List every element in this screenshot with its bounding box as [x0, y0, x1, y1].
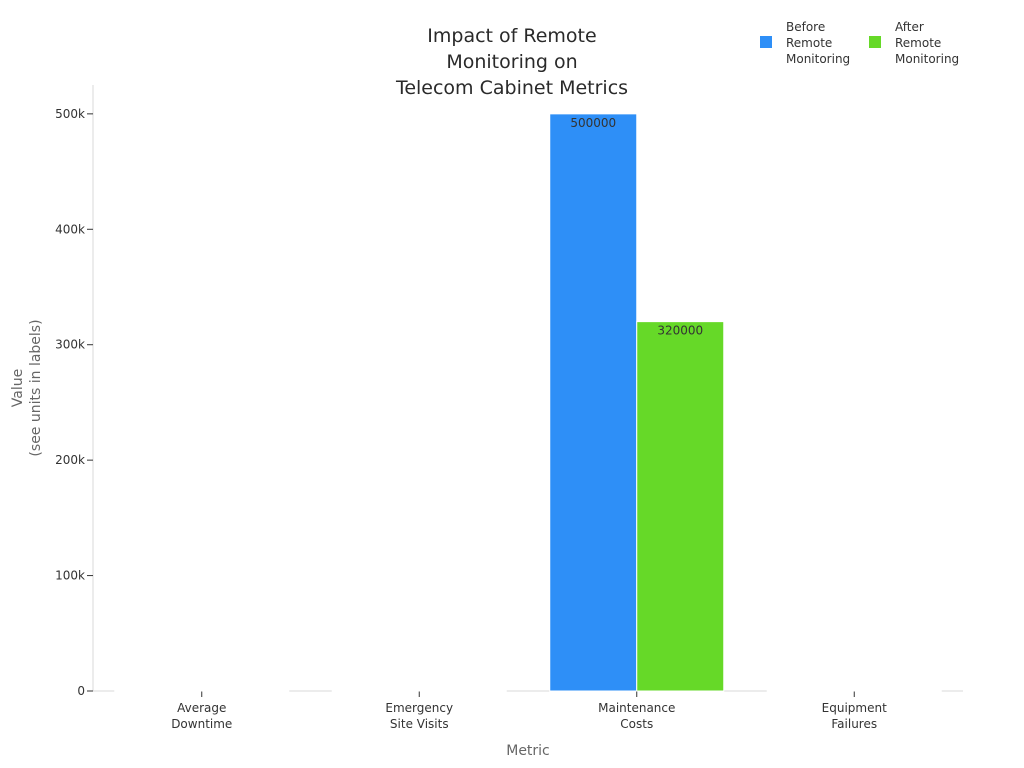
bar: [114, 689, 203, 692]
x-axis-title: Metric: [506, 743, 550, 759]
legend-swatch: [760, 36, 772, 48]
x-tick-label: Downtime: [171, 717, 232, 731]
x-tick-label: Site Visits: [390, 717, 449, 731]
y-axis-title-group: Value (see units in labels): [10, 319, 44, 456]
x-axis-title: Metric: [506, 743, 550, 759]
y-tick-label: 300k: [55, 338, 85, 352]
legend-label: After: [895, 20, 924, 34]
legend-label: Monitoring: [786, 52, 850, 66]
chart-title-line: Monitoring on: [446, 51, 577, 73]
y-axis-title: Value (see units in labels): [10, 319, 44, 456]
legend-item: Before Remote Monitoring: [760, 20, 850, 66]
legend-label: Remote: [786, 36, 832, 50]
x-tick-label: Maintenance: [598, 701, 675, 715]
y-axis: 0 100k 200k 300k 400k 500k: [55, 85, 94, 698]
x-tick-label: Costs: [620, 717, 653, 731]
x-tick-label: Equipment: [822, 701, 887, 715]
y-tick-label: 200k: [55, 453, 85, 467]
legend: Before Remote Monitoring After Remote Monitor…: [760, 20, 959, 66]
x-tick-label: Failures: [831, 717, 877, 731]
bar: [766, 689, 855, 692]
chart-title-line: Telecom Cabinet Metrics: [395, 77, 628, 99]
x-axis: Average Downtime Emergency Site Visits Maint…: [93, 690, 963, 731]
bar: [636, 321, 725, 692]
x-tick-label: Emergency: [385, 701, 453, 715]
legend-item: After Remote Monitoring: [869, 20, 959, 66]
y-tick-label: 0: [77, 684, 85, 698]
x-tick-label: Average: [177, 701, 226, 715]
bar-data-label: 500000: [570, 116, 616, 130]
y-tick-label: 100k: [55, 569, 85, 583]
legend-label: Before: [786, 20, 825, 34]
legend-label: Remote: [895, 36, 941, 50]
bar: [853, 689, 942, 692]
chart-title-line: Impact of Remote: [427, 25, 596, 47]
bars: 500000 320000: [114, 113, 942, 692]
bar: [201, 689, 290, 692]
bar-data-label: 320000: [657, 324, 703, 338]
legend-swatch: [869, 36, 881, 48]
bar: [549, 113, 638, 692]
legend-label: Monitoring: [895, 52, 959, 66]
y-axis-title-line: Value: [10, 369, 26, 407]
chart-title: Impact of Remote Monitoring on Telecom Cab…: [395, 25, 628, 99]
bar: [418, 689, 507, 692]
y-tick-label: 400k: [55, 222, 85, 236]
y-tick-label: 500k: [55, 107, 85, 121]
y-axis-title-line: (see units in labels): [28, 319, 44, 456]
bar: [331, 689, 420, 692]
